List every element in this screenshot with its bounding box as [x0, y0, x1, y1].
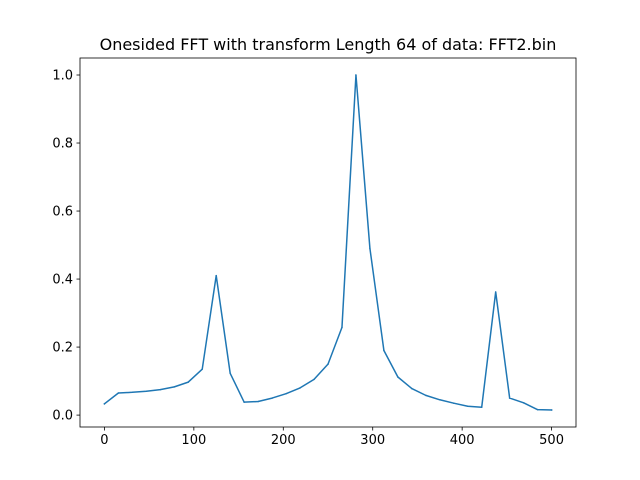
data-point [453, 402, 455, 404]
x-tick-label: 100 [181, 433, 206, 448]
x-tick-label: 300 [360, 433, 385, 448]
data-point [159, 388, 162, 391]
data-point [187, 381, 190, 383]
data-point [173, 386, 176, 388]
data-point [397, 376, 399, 378]
axes-frame [79, 57, 577, 428]
data-point [355, 74, 357, 76]
data-point [257, 400, 259, 403]
series-line [103, 74, 553, 411]
data-point [145, 390, 148, 393]
data-point [522, 402, 525, 404]
y-tick-label: 1.0 [52, 69, 73, 84]
data-point [369, 247, 371, 250]
data-point [508, 397, 511, 399]
y-tick-label: 0.6 [52, 205, 73, 220]
data-point [271, 397, 273, 399]
y-tick-label: 0.8 [52, 137, 73, 152]
data-point [466, 405, 469, 407]
data-point [103, 403, 106, 405]
data-point [299, 387, 301, 389]
data-point [117, 392, 120, 394]
x-tick-label: 400 [450, 433, 475, 448]
data-point [480, 406, 483, 409]
data-point [285, 392, 287, 395]
y-tick-label: 0.0 [52, 409, 73, 424]
x-tick-label: 500 [539, 433, 564, 448]
data-point [536, 408, 539, 411]
data-point [131, 391, 134, 394]
data-point [383, 349, 385, 352]
data-point [327, 363, 329, 365]
y-tick-label: 0.2 [52, 341, 73, 356]
data-point [215, 274, 217, 277]
data-point [341, 326, 343, 329]
data-point [229, 372, 231, 375]
data-point [425, 394, 427, 397]
data-point [550, 409, 553, 411]
data-point [243, 401, 245, 403]
chart-title: Onesided FFT with transform Length 64 of… [100, 35, 557, 54]
data-point [439, 399, 441, 401]
data-point [411, 387, 413, 390]
y-tick-label: 0.4 [52, 273, 73, 288]
data-point [313, 378, 315, 381]
x-tick-label: 0 [100, 433, 108, 448]
x-tick-label: 200 [271, 433, 296, 448]
data-point [201, 368, 203, 370]
plot-area: 0 100 200 300 400 500 0.0 0.2 0.4 0.6 0.8 1.0 [52, 57, 577, 448]
data-point [494, 291, 497, 293]
